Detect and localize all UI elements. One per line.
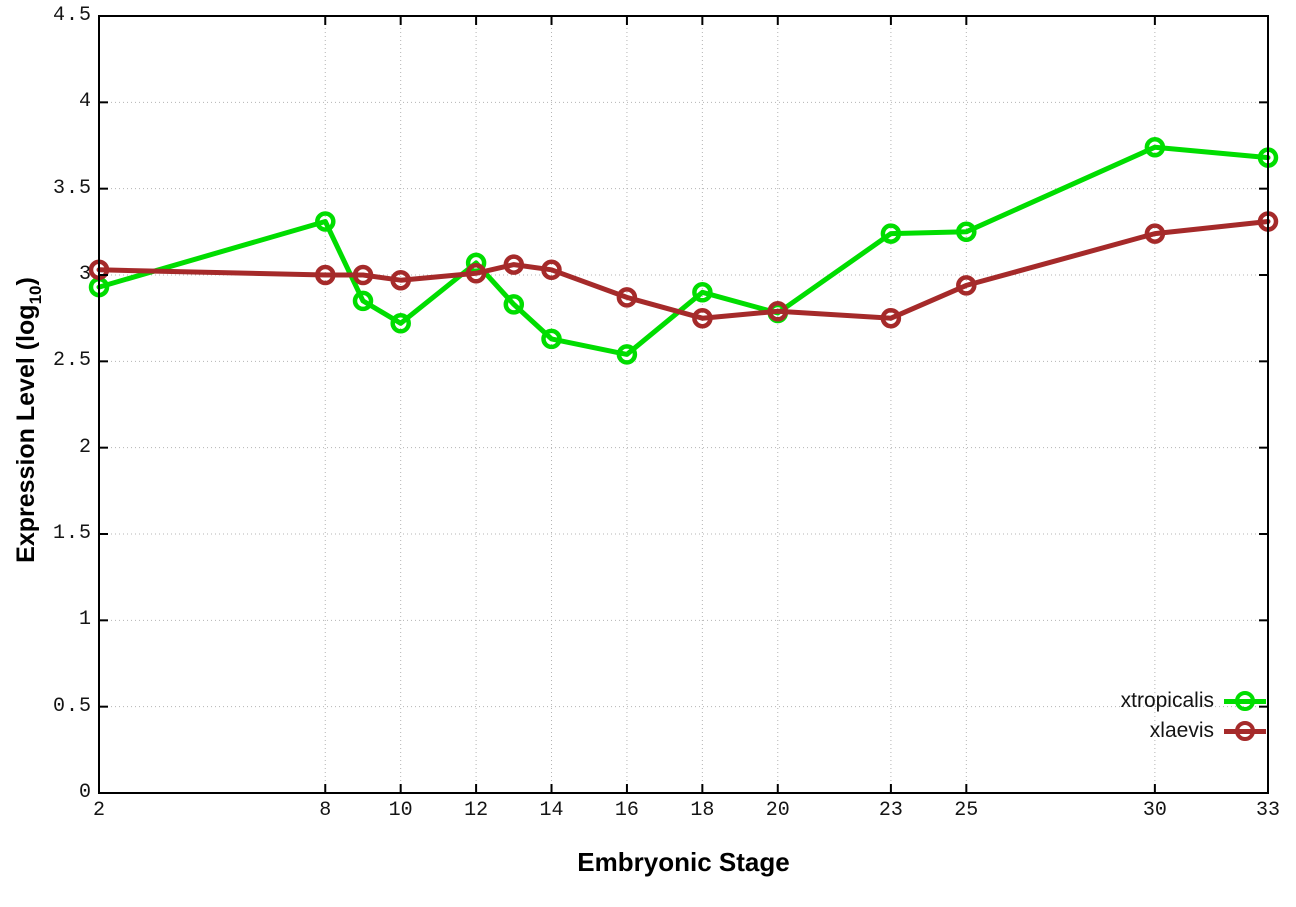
legend-label-xtropicalis: xtropicalis [1120,689,1214,712]
data-point-xtropicalis [541,328,562,350]
x-tick-label: 18 [690,799,715,822]
y-tick-label: 4 [78,90,92,114]
data-point-xtropicalis [956,221,977,243]
data-point-xtropicalis [880,223,902,244]
y-tick-label: 0.5 [52,694,92,718]
y-axis-title-subscript: 10 [26,285,45,305]
x-tick-label: 8 [319,799,332,822]
legend-entry-xlaevis: xlaevis [1150,719,1266,743]
y-tick-label: 4.5 [52,4,92,27]
legend-marker-xlaevis [1224,719,1266,743]
x-tick-label: 2 [92,799,105,822]
data-point-xlaevis [503,254,525,275]
x-tick-label: 16 [614,799,639,822]
y-tick-label: 1 [78,608,92,632]
y-axis-title-close: ) [12,277,40,286]
data-point-xlaevis [616,287,638,308]
legend-label-xlaevis: xlaevis [1149,719,1214,742]
plot-border [98,15,1269,794]
data-point-xlaevis [956,275,977,296]
data-point-xtropicalis [315,211,336,232]
x-tick-label: 10 [388,799,413,822]
data-point-xlaevis [352,264,374,286]
data-point-xlaevis [465,263,487,284]
data-point-xlaevis [880,307,902,329]
x-axis-title: Embryonic Stage [577,847,790,877]
x-tick-label: 25 [954,799,979,822]
y-axis-title: Expression Level (log10) [12,277,46,563]
y-tick-label: 1.5 [52,522,92,545]
x-tick-label: 12 [464,799,489,822]
x-tick-label: 23 [878,799,903,822]
data-point-xlaevis [692,307,713,329]
open-circle-icon [1235,721,1255,741]
y-tick-label: 3 [78,263,92,286]
x-tick-label: 30 [1142,799,1167,822]
y-tick-label: 0 [78,781,92,804]
data-point-xtropicalis [616,344,638,365]
data-point-xtropicalis [1144,136,1166,158]
data-point-xlaevis [1144,223,1166,244]
data-point-xtropicalis [692,282,713,303]
data-point-xtropicalis [390,313,411,334]
y-tick-label: 2.5 [52,349,92,373]
data-point-xlaevis [315,264,336,286]
legend-marker-xtropicalis [1224,689,1266,713]
data-point-xlaevis [390,269,411,291]
open-circle-icon [1235,691,1255,711]
x-tick-label: 20 [765,799,790,822]
legend-entry-xtropicalis: xtropicalis [1121,689,1266,713]
x-tick-label: 33 [1255,799,1280,822]
data-point-xlaevis [541,259,562,281]
data-point-xtropicalis [503,294,525,315]
y-tick-label: 2 [78,435,92,459]
data-point-xlaevis [767,301,789,322]
data-point-xtropicalis [352,290,374,312]
y-tick-label: 3.5 [52,176,92,200]
y-axis-title-text: Expression Level (log [12,304,40,563]
x-tick-label: 14 [539,799,564,822]
